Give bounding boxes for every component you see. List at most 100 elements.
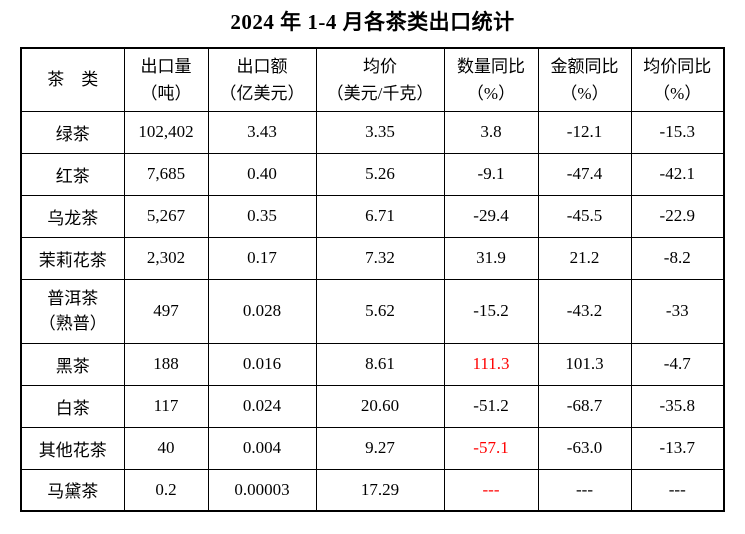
tea-name-line1: 普洱茶 bbox=[47, 288, 99, 308]
cell-tea-type: 黑茶 bbox=[20, 342, 125, 386]
cell-value-yoy: 21.2 bbox=[537, 236, 632, 280]
cell-avg-price: 8.61 bbox=[315, 342, 445, 386]
cell-volume-yoy: 3.8 bbox=[443, 110, 539, 154]
cell-tea-type: 红茶 bbox=[20, 152, 125, 196]
cell-avg-price: 3.35 bbox=[315, 110, 445, 154]
cell-export-volume: 40 bbox=[123, 426, 209, 470]
cell-avg-price: 7.32 bbox=[315, 236, 445, 280]
cell-price-yoy: --- bbox=[630, 468, 725, 512]
cell-value-yoy: -63.0 bbox=[537, 426, 632, 470]
cell-export-volume: 5,267 bbox=[123, 194, 209, 238]
header-export-volume: 出口量 （吨） bbox=[123, 47, 209, 112]
cell-export-volume: 102,402 bbox=[123, 110, 209, 154]
header-label: 均价 bbox=[363, 56, 397, 76]
cell-volume-yoy: -51.2 bbox=[443, 384, 539, 428]
cell-volume-yoy-highlight: --- bbox=[443, 468, 539, 512]
cell-export-value: 0.024 bbox=[207, 384, 317, 428]
table-row-dark-tea: 黑茶 188 0.016 8.61 111.3 101.3 -4.7 bbox=[20, 342, 725, 386]
cell-price-yoy: -4.7 bbox=[630, 342, 725, 386]
cell-avg-price: 6.71 bbox=[315, 194, 445, 238]
header-label: 金额同比 bbox=[550, 56, 619, 76]
header-unit: （%） bbox=[653, 83, 702, 103]
header-tea-type: 茶 类 bbox=[20, 47, 125, 112]
cell-export-value: 0.004 bbox=[207, 426, 317, 470]
cell-price-yoy: -22.9 bbox=[630, 194, 725, 238]
header-volume-yoy: 数量同比 （%） bbox=[443, 47, 539, 112]
cell-volume-yoy-highlight: -57.1 bbox=[443, 426, 539, 470]
cell-volume-yoy: -9.1 bbox=[443, 152, 539, 196]
cell-tea-type: 乌龙茶 bbox=[20, 194, 125, 238]
header-avg-price: 均价 （美元/千克） bbox=[315, 47, 445, 112]
table-body: 绿茶 102,402 3.43 3.35 3.8 -12.1 -15.3 红茶 … bbox=[20, 110, 725, 512]
page-title: 2024 年 1-4 月各茶类出口统计 bbox=[230, 10, 515, 34]
cell-export-value: 0.00003 bbox=[207, 468, 317, 512]
cell-tea-type: 白茶 bbox=[20, 384, 125, 428]
cell-value-yoy: -12.1 bbox=[537, 110, 632, 154]
cell-avg-price: 5.26 bbox=[315, 152, 445, 196]
cell-export-volume: 2,302 bbox=[123, 236, 209, 280]
cell-avg-price: 17.29 bbox=[315, 468, 445, 512]
cell-export-volume: 117 bbox=[123, 384, 209, 428]
table-row-oolong-tea: 乌龙茶 5,267 0.35 6.71 -29.4 -45.5 -22.9 bbox=[20, 194, 725, 238]
cell-volume-yoy: -29.4 bbox=[443, 194, 539, 238]
cell-value-yoy: -45.5 bbox=[537, 194, 632, 238]
table-header: 茶 类 出口量 （吨） 出口额 （亿美元） 均价 （美元/千克） 数量同比 bbox=[20, 47, 725, 112]
cell-export-volume: 497 bbox=[123, 278, 209, 344]
header-label: 出口额 bbox=[236, 56, 288, 76]
cell-tea-type: 其他花茶 bbox=[20, 426, 125, 470]
header-unit: （亿美元） bbox=[219, 83, 305, 103]
header-label: 均价同比 bbox=[643, 56, 712, 76]
table-row-black-tea: 红茶 7,685 0.40 5.26 -9.1 -47.4 -42.1 bbox=[20, 152, 725, 196]
cell-export-value: 3.43 bbox=[207, 110, 317, 154]
table-row-jasmine-tea: 茉莉花茶 2,302 0.17 7.32 31.9 21.2 -8.2 bbox=[20, 236, 725, 280]
header-label: 数量同比 bbox=[457, 56, 525, 76]
header-price-yoy: 均价同比 （%） bbox=[630, 47, 725, 112]
cell-avg-price: 9.27 bbox=[315, 426, 445, 470]
header-unit: （%） bbox=[466, 83, 516, 103]
cell-tea-type: 茉莉花茶 bbox=[20, 236, 125, 280]
table-row-other-flower-tea: 其他花茶 40 0.004 9.27 -57.1 -63.0 -13.7 bbox=[20, 426, 725, 470]
cell-volume-yoy: -15.2 bbox=[443, 278, 539, 344]
cell-price-yoy: -42.1 bbox=[630, 152, 725, 196]
cell-export-value: 0.016 bbox=[207, 342, 317, 386]
header-value-yoy: 金额同比 （%） bbox=[537, 47, 632, 112]
header-unit: （美元/千克） bbox=[326, 83, 434, 103]
cell-export-value: 0.028 bbox=[207, 278, 317, 344]
cell-value-yoy: -43.2 bbox=[537, 278, 632, 344]
cell-export-value: 0.35 bbox=[207, 194, 317, 238]
header-label: 出口量 bbox=[140, 56, 192, 76]
cell-volume-yoy: 31.9 bbox=[443, 236, 539, 280]
cell-export-value: 0.40 bbox=[207, 152, 317, 196]
cell-price-yoy: -33 bbox=[630, 278, 725, 344]
cell-export-volume: 188 bbox=[123, 342, 209, 386]
cell-value-yoy: --- bbox=[537, 468, 632, 512]
cell-price-yoy: -8.2 bbox=[630, 236, 725, 280]
tea-name-line2: （熟普） bbox=[38, 314, 107, 333]
tea-export-table: 茶 类 出口量 （吨） 出口额 （亿美元） 均价 （美元/千克） 数量同比 bbox=[20, 47, 725, 512]
header-label: 茶 类 bbox=[47, 70, 99, 90]
table-row-mate-tea: 马黛茶 0.2 0.00003 17.29 --- --- --- bbox=[20, 468, 725, 512]
table-row-puer-tea: 普洱茶 （熟普） 497 0.028 5.62 -15.2 -43.2 -33 bbox=[20, 278, 725, 344]
cell-price-yoy: -35.8 bbox=[630, 384, 725, 428]
cell-export-value: 0.17 bbox=[207, 236, 317, 280]
table-row-white-tea: 白茶 117 0.024 20.60 -51.2 -68.7 -35.8 bbox=[20, 384, 725, 428]
cell-price-yoy: -13.7 bbox=[630, 426, 725, 470]
cell-export-volume: 7,685 bbox=[123, 152, 209, 196]
cell-price-yoy: -15.3 bbox=[630, 110, 725, 154]
cell-tea-type: 马黛茶 bbox=[20, 468, 125, 512]
cell-tea-type: 绿茶 bbox=[20, 110, 125, 154]
cell-value-yoy: -47.4 bbox=[537, 152, 632, 196]
cell-avg-price: 20.60 bbox=[315, 384, 445, 428]
cell-export-volume: 0.2 bbox=[123, 468, 209, 512]
cell-tea-type: 普洱茶 （熟普） bbox=[20, 278, 125, 344]
cell-value-yoy: 101.3 bbox=[537, 342, 632, 386]
cell-volume-yoy-highlight: 111.3 bbox=[443, 342, 539, 386]
table-row-green-tea: 绿茶 102,402 3.43 3.35 3.8 -12.1 -15.3 bbox=[20, 110, 725, 154]
header-row: 茶 类 出口量 （吨） 出口额 （亿美元） 均价 （美元/千克） 数量同比 bbox=[20, 47, 725, 112]
header-export-value: 出口额 （亿美元） bbox=[207, 47, 317, 112]
cell-avg-price: 5.62 bbox=[315, 278, 445, 344]
cell-value-yoy: -68.7 bbox=[537, 384, 632, 428]
header-unit: （%） bbox=[560, 83, 609, 103]
header-unit: （吨） bbox=[140, 83, 192, 103]
